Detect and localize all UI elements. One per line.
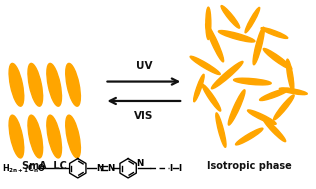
Ellipse shape: [211, 61, 243, 89]
Ellipse shape: [247, 110, 276, 124]
Ellipse shape: [235, 128, 263, 145]
Ellipse shape: [66, 63, 80, 106]
Text: VIS: VIS: [134, 111, 154, 121]
Ellipse shape: [263, 119, 286, 142]
Text: I: I: [179, 164, 182, 173]
Ellipse shape: [261, 28, 288, 38]
Ellipse shape: [279, 88, 307, 95]
Text: SmA  LC: SmA LC: [22, 161, 67, 171]
Ellipse shape: [47, 115, 62, 158]
Ellipse shape: [66, 115, 80, 158]
Ellipse shape: [260, 88, 289, 101]
Text: $\mathbf{H_{2n+1}C_n}$$\mathbf{O}$: $\mathbf{H_{2n+1}C_n}$$\mathbf{O}$: [2, 162, 46, 174]
Text: N: N: [136, 159, 143, 168]
Ellipse shape: [274, 95, 294, 120]
Ellipse shape: [218, 30, 255, 42]
Ellipse shape: [9, 63, 24, 106]
Ellipse shape: [47, 63, 62, 106]
Ellipse shape: [202, 84, 221, 111]
Text: I: I: [170, 164, 173, 173]
Ellipse shape: [263, 48, 292, 69]
Ellipse shape: [206, 7, 211, 40]
Ellipse shape: [221, 6, 240, 28]
Ellipse shape: [286, 59, 294, 91]
Ellipse shape: [28, 63, 43, 106]
Ellipse shape: [9, 115, 24, 158]
Text: N: N: [107, 164, 115, 173]
Ellipse shape: [194, 74, 204, 102]
Ellipse shape: [253, 27, 264, 65]
Ellipse shape: [28, 115, 43, 158]
Ellipse shape: [228, 90, 245, 125]
Ellipse shape: [206, 24, 224, 62]
Ellipse shape: [234, 78, 271, 85]
Ellipse shape: [190, 56, 220, 75]
Text: Isotropic phase: Isotropic phase: [207, 161, 292, 171]
Ellipse shape: [245, 7, 260, 33]
Text: N: N: [96, 164, 104, 173]
Text: UV: UV: [136, 61, 152, 71]
Ellipse shape: [216, 113, 226, 147]
